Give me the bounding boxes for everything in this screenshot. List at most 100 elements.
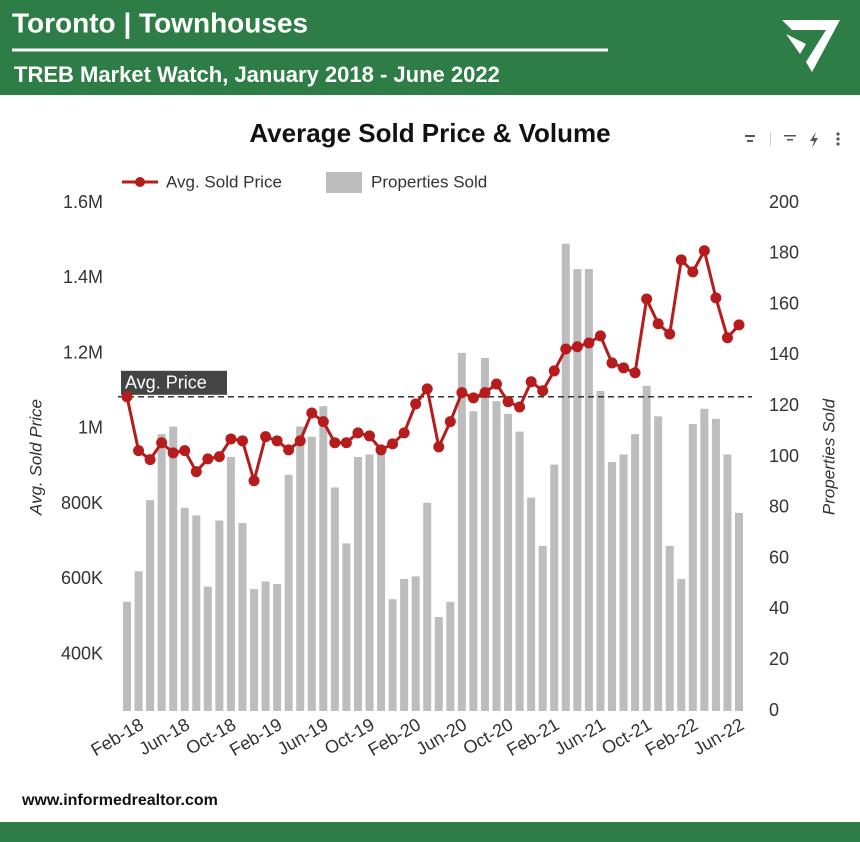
y2-tick-label: 20	[769, 649, 789, 669]
y-tick-label: 1.4M	[63, 267, 103, 287]
more-dot	[836, 137, 840, 141]
y-tick-label: 400K	[61, 643, 103, 663]
x-tick-label: Feb-18	[88, 714, 147, 760]
bar	[342, 543, 351, 711]
price-point	[629, 367, 641, 379]
y-tick-label: 1M	[78, 418, 103, 438]
bar	[434, 617, 443, 711]
price-point	[190, 466, 202, 478]
bar	[365, 454, 374, 711]
price-point	[144, 454, 156, 466]
price-point	[167, 447, 179, 459]
bar	[400, 578, 409, 711]
filter-icon-b	[787, 139, 793, 141]
x-tick-label: Jun-19	[274, 714, 332, 759]
price-point	[525, 376, 537, 388]
price-point	[594, 330, 606, 342]
price-point	[698, 245, 710, 257]
price-point	[421, 383, 433, 395]
bar	[665, 545, 674, 711]
x-tick-label: Jun-21	[551, 714, 609, 759]
price-point	[375, 444, 387, 456]
more-dot	[836, 142, 840, 146]
x-tick-label: Jun-20	[413, 714, 471, 759]
bar	[504, 413, 513, 711]
x-tick-label: Jun-18	[135, 714, 193, 759]
price-point	[179, 445, 191, 457]
price-point	[202, 453, 214, 465]
sort-icon[interactable]	[745, 135, 755, 137]
bar	[296, 426, 305, 711]
price-point	[618, 362, 630, 374]
price-point	[710, 292, 722, 304]
y2-tick-label: 80	[769, 497, 789, 517]
price-point	[733, 319, 745, 331]
bar	[307, 436, 316, 711]
bar	[723, 454, 732, 711]
bar	[284, 474, 293, 711]
price-point	[294, 435, 306, 447]
toolbar-icons[interactable]	[745, 132, 840, 148]
more-icon[interactable]	[836, 132, 840, 136]
price-point	[352, 427, 364, 439]
price-point	[664, 328, 676, 340]
price-point	[225, 433, 237, 445]
price-point	[156, 437, 168, 449]
separator	[770, 132, 771, 146]
bar	[550, 464, 559, 711]
price-point	[721, 332, 733, 344]
bar	[157, 434, 166, 711]
bar	[538, 545, 547, 711]
bar	[388, 599, 397, 711]
header-title: Toronto | Townhouses	[12, 7, 308, 38]
bar	[457, 352, 466, 711]
bar	[169, 426, 178, 711]
bar	[527, 497, 536, 711]
price-point	[491, 378, 503, 390]
price-point	[687, 266, 699, 278]
price-point	[248, 475, 260, 487]
bar	[123, 601, 131, 711]
bar	[480, 357, 489, 711]
price-point	[340, 437, 352, 449]
y-axis-title: Avg. Sold Price	[26, 399, 45, 516]
price-point	[444, 416, 456, 428]
logo	[782, 20, 840, 72]
y2-tick-label: 120	[769, 395, 799, 415]
y2-tick-label: 0	[769, 700, 779, 720]
bar	[203, 586, 212, 711]
bar	[700, 408, 709, 711]
legend-swatch	[326, 172, 362, 193]
y-tick-label: 1.2M	[63, 342, 103, 362]
bar	[250, 589, 259, 711]
bar	[677, 578, 686, 711]
bar	[330, 487, 339, 711]
y2-tick-label: 160	[769, 293, 799, 313]
bar	[469, 411, 478, 711]
bar	[515, 431, 524, 711]
bar	[492, 401, 501, 711]
price-point	[537, 385, 549, 397]
price-point	[317, 416, 329, 428]
bar	[377, 451, 386, 711]
header-subtitle: TREB Market Watch, January 2018 - June 2…	[14, 62, 500, 87]
price-point	[560, 343, 572, 355]
price-point	[387, 438, 399, 450]
legend-label: Avg. Sold Price	[166, 172, 282, 191]
bolt-icon[interactable]	[810, 132, 818, 148]
price-point	[283, 444, 295, 456]
price-point	[306, 407, 318, 419]
bar	[353, 457, 362, 711]
filter-icon[interactable]	[784, 135, 796, 137]
x-tick-label: Jun-22	[690, 714, 748, 759]
price-point	[121, 391, 133, 403]
bar	[561, 243, 570, 711]
price-point	[398, 427, 410, 439]
price-point	[641, 293, 653, 305]
y2-tick-label: 180	[769, 243, 799, 263]
y2-tick-label: 60	[769, 547, 789, 567]
average-label-box	[121, 370, 227, 395]
y2-axis-title: Properties Sold	[819, 398, 838, 515]
chart-title: Average Sold Price & Volume	[249, 118, 610, 148]
y2-tick-label: 140	[769, 344, 799, 364]
